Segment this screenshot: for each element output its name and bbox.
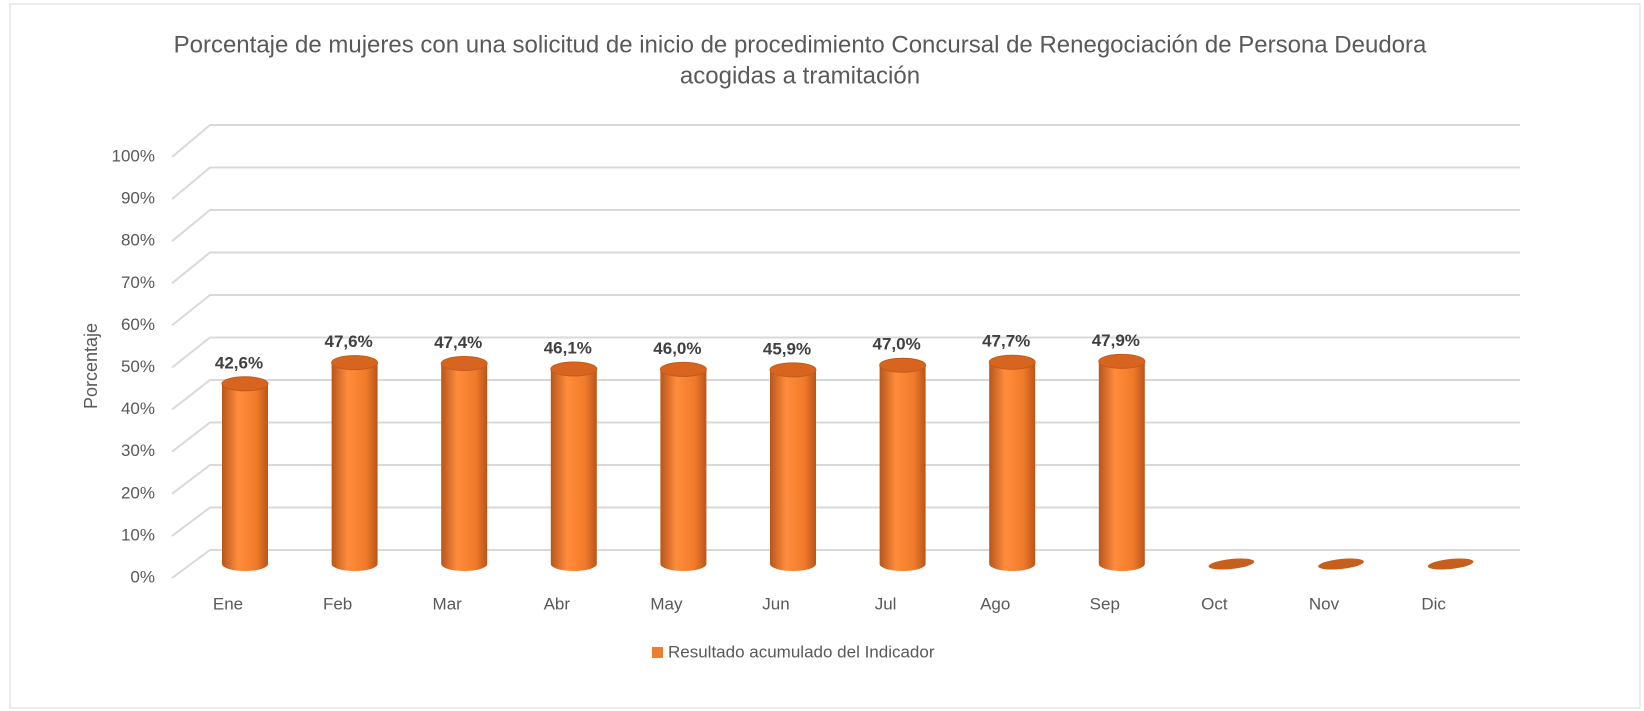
x-tick-label: Nov xyxy=(1309,594,1340,613)
bar-top xyxy=(221,376,269,392)
empty-base xyxy=(1208,558,1255,570)
chart-title: acogidas a tramitación xyxy=(680,62,920,89)
x-tick-label: Mar xyxy=(433,594,463,613)
bar xyxy=(331,362,378,572)
grid-line xyxy=(171,336,1520,369)
bar-top xyxy=(1098,353,1146,369)
chart-frame xyxy=(9,3,1641,709)
grid-line xyxy=(171,124,1520,158)
bar-top xyxy=(879,357,927,373)
grid-line xyxy=(171,251,1520,285)
x-tick-label: Ago xyxy=(980,594,1010,613)
bar-top xyxy=(440,355,488,371)
data-label: 47,6% xyxy=(324,332,372,351)
y-tick-label: 40% xyxy=(121,399,155,418)
data-label: 47,9% xyxy=(1092,331,1140,350)
bar xyxy=(989,362,1036,571)
x-tick-label: Jul xyxy=(875,594,897,613)
x-tick-label: May xyxy=(650,594,683,613)
y-tick-label: 70% xyxy=(121,273,155,292)
x-tick-label: Dic xyxy=(1421,594,1446,613)
grid-line xyxy=(171,421,1520,453)
data-label: 47,0% xyxy=(872,335,920,354)
x-tick-label: Ene xyxy=(213,594,243,613)
x-tick-label: Jun xyxy=(762,594,789,613)
data-label: 42,6% xyxy=(215,353,263,372)
bar xyxy=(550,368,597,572)
bar xyxy=(1098,361,1145,572)
bar xyxy=(441,363,488,572)
data-label: 46,1% xyxy=(544,338,592,357)
grid-line xyxy=(171,464,1520,495)
data-label: 47,7% xyxy=(982,332,1030,351)
bar xyxy=(879,365,926,572)
y-tick-label: 90% xyxy=(121,189,155,208)
grid-line xyxy=(171,379,1520,411)
y-axis-label: Porcentaje xyxy=(81,323,101,409)
bar-top xyxy=(769,362,817,378)
bar-top xyxy=(988,354,1036,370)
x-tick-label: Sep xyxy=(1090,594,1120,613)
bar-top xyxy=(550,361,598,377)
x-tick-label: Abr xyxy=(544,594,571,613)
y-tick-label: 100% xyxy=(112,146,155,165)
bar xyxy=(770,369,816,571)
y-tick-label: 10% xyxy=(121,525,155,544)
legend-label: Resultado acumulado del Indicador xyxy=(668,642,935,661)
y-tick-label: 20% xyxy=(121,483,155,502)
chart-title: Porcentaje de mujeres con una solicitud … xyxy=(174,31,1427,58)
y-tick-label: 0% xyxy=(130,567,155,586)
bar-top xyxy=(659,361,707,377)
bar xyxy=(660,369,707,572)
empty-base xyxy=(1318,558,1364,570)
legend-swatch xyxy=(652,647,663,658)
grid-line xyxy=(171,294,1520,327)
grid-line xyxy=(171,549,1520,579)
grid-line xyxy=(171,506,1520,537)
y-tick-label: 80% xyxy=(121,231,155,250)
y-tick-label: 50% xyxy=(121,357,155,376)
grid-line xyxy=(171,166,1520,200)
y-tick-label: 30% xyxy=(121,441,155,460)
data-label: 47,4% xyxy=(434,333,482,352)
data-label: 45,9% xyxy=(763,339,811,358)
empty-base xyxy=(1427,558,1474,570)
bar xyxy=(222,383,268,571)
grid-line xyxy=(171,209,1520,242)
bar-top xyxy=(331,355,379,371)
x-tick-label: Feb xyxy=(323,594,352,613)
y-tick-label: 60% xyxy=(121,315,155,334)
x-tick-label: Oct xyxy=(1201,594,1228,613)
data-label: 46,0% xyxy=(653,339,701,358)
